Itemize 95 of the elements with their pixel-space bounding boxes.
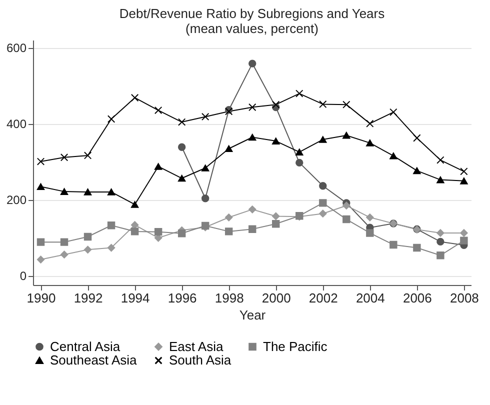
- legend-label: East Asia: [169, 338, 224, 354]
- x-tick-label: 2004: [356, 290, 385, 306]
- point: [201, 112, 210, 121]
- point: [319, 199, 327, 207]
- point: [460, 236, 468, 244]
- point: [36, 158, 45, 166]
- point: [366, 214, 374, 222]
- point: [224, 228, 233, 236]
- point: [460, 168, 468, 176]
- point: [413, 244, 421, 252]
- point: [366, 140, 374, 146]
- x-tick-label: 1996: [168, 290, 197, 306]
- point: [460, 229, 468, 237]
- point: [248, 103, 256, 112]
- x-axis-title: Year: [239, 308, 266, 322]
- point: [201, 164, 210, 172]
- point: [107, 188, 116, 196]
- point: [130, 201, 139, 208]
- x-tick-label: 1994: [120, 290, 150, 306]
- legend-label: Southeast Asia: [50, 352, 138, 368]
- point: [366, 229, 374, 237]
- point: [248, 60, 256, 68]
- point: [319, 182, 327, 190]
- point: [60, 250, 68, 258]
- x-tick-label: 2000: [262, 290, 291, 306]
- point: [296, 158, 304, 167]
- point: [36, 238, 45, 246]
- point: [436, 252, 444, 260]
- point: [319, 100, 327, 108]
- point: [342, 100, 350, 108]
- point: [342, 215, 350, 224]
- x-tick-label: 1990: [26, 290, 56, 306]
- legend-label: The Pacific: [263, 338, 328, 354]
- point: [36, 256, 45, 264]
- point: [84, 188, 92, 196]
- point: [248, 206, 256, 214]
- point: [130, 94, 139, 102]
- point: [296, 148, 304, 156]
- point: [178, 174, 186, 182]
- point: [436, 176, 444, 184]
- point: [130, 221, 139, 229]
- point: [60, 154, 68, 162]
- point: [178, 143, 186, 151]
- point: [390, 240, 398, 249]
- point: [272, 138, 280, 144]
- x-tick-label: 2008: [450, 290, 479, 306]
- point: [390, 108, 398, 116]
- point: [436, 229, 444, 237]
- point: [342, 202, 350, 210]
- point: [154, 163, 162, 170]
- point: [60, 238, 68, 246]
- point: [36, 183, 45, 190]
- point: [366, 120, 374, 128]
- point: [413, 134, 421, 142]
- point: [60, 188, 68, 195]
- point: [319, 210, 327, 218]
- point: [296, 90, 304, 98]
- x-tick-label: 2002: [308, 290, 338, 306]
- point: [272, 212, 280, 220]
- point: [413, 167, 421, 174]
- x-tick-label: 2006: [402, 290, 432, 306]
- point: [248, 134, 256, 141]
- point: [436, 156, 444, 164]
- point: [460, 178, 468, 184]
- point: [154, 228, 162, 236]
- point: [201, 194, 210, 202]
- y-tick-label: 400: [6, 117, 27, 132]
- point: [84, 232, 92, 241]
- chart-subtitle: (mean values, percent): [186, 21, 318, 36]
- point: [272, 100, 280, 108]
- chart-title: Debt/Revenue Ratio by Subregions and Years: [119, 6, 386, 21]
- legend-label: South Asia: [169, 352, 232, 368]
- point: [130, 228, 139, 236]
- point: [107, 244, 116, 252]
- point: [224, 145, 233, 152]
- point: [84, 246, 92, 254]
- y-tick-label: 0: [20, 269, 27, 284]
- point: [154, 106, 162, 114]
- legend-label: Central Asia: [50, 338, 121, 354]
- point: [436, 238, 444, 246]
- point: [107, 222, 116, 230]
- point: [107, 115, 116, 123]
- y-tick-label: 600: [6, 41, 27, 56]
- point: [224, 214, 233, 222]
- point: [248, 225, 256, 234]
- point: [390, 152, 398, 160]
- point: [178, 118, 186, 126]
- point: [178, 229, 186, 238]
- point: [342, 132, 350, 139]
- y-tick-label: 200: [6, 193, 27, 208]
- point: [84, 152, 92, 160]
- point: [319, 136, 327, 143]
- x-tick-label: 1998: [214, 290, 244, 306]
- x-tick-label: 1992: [74, 290, 103, 306]
- point: [272, 220, 280, 228]
